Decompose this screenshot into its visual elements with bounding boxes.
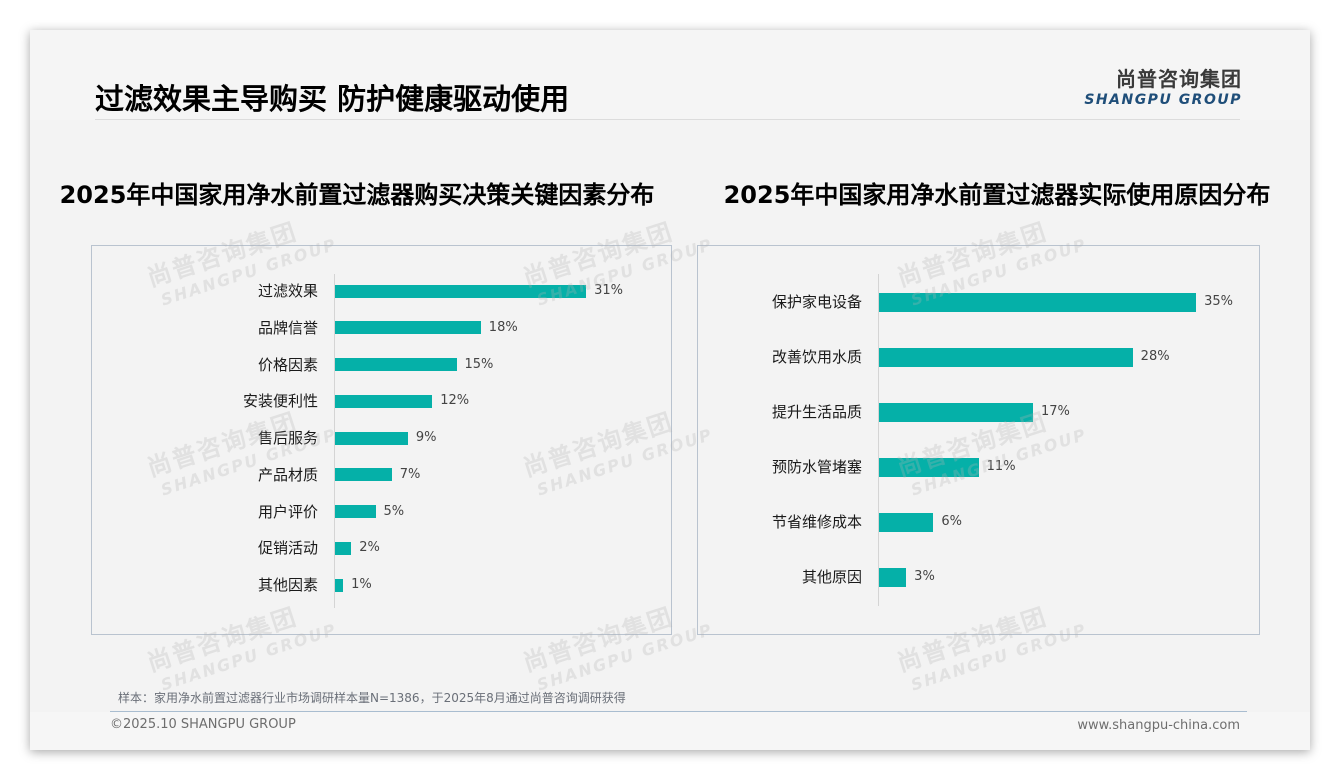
left-chart-title: 2025年中国家用净水前置过滤器购买决策关键因素分布 [59, 181, 655, 209]
category-label: 安装便利性 [242, 392, 318, 411]
bar [335, 394, 433, 408]
category-label: 用户评价 [257, 502, 318, 521]
value-label: 3% [914, 569, 935, 584]
logo-en-text: SHANGPU GROUP [1084, 92, 1242, 108]
category-label: 预防水管堵塞 [771, 458, 862, 476]
bar [335, 358, 457, 371]
logo-cn-text: 尚普咨询集团 [1116, 67, 1242, 91]
category-label: 价格因素 [257, 355, 318, 374]
bar-row: 促销活动 [92, 538, 318, 558]
bar-row: 安装便利性 [92, 391, 318, 411]
value-label: 2% [359, 540, 380, 556]
bar [335, 431, 408, 445]
category-label: 促销活动 [257, 539, 318, 558]
sample-footnote: 样本：家用净水前置过滤器行业市场调研样本量N=1386，于2025年8月通过尚普… [118, 691, 626, 705]
category-label: 过滤效果 [257, 282, 318, 300]
value-label: 35% [1204, 294, 1233, 309]
bar [335, 321, 481, 335]
bar [879, 347, 1133, 367]
bar [879, 292, 1197, 312]
value-label: 28% [1140, 349, 1170, 364]
category-label: 保护家电设备 [771, 293, 862, 311]
footer-divider [110, 711, 1247, 712]
bar [879, 402, 1034, 422]
bar-row: 品牌信誉 [92, 318, 318, 338]
value-label: 1% [351, 577, 372, 592]
right-chart-axis [878, 274, 879, 606]
bar [335, 541, 352, 555]
bar-row: 价格因素 [92, 355, 318, 375]
bar [335, 284, 587, 298]
bar [335, 578, 344, 592]
bar-row: 用户评价 [92, 502, 318, 522]
right-chart-frame: 保护家电设备 35% 改善饮用水质 28% 提升生活品质 17% 预防水管堵塞 11% 节省维修… [697, 245, 1260, 635]
category-label: 其他原因 [801, 568, 862, 586]
category-label: 提升生活品质 [771, 403, 862, 421]
bar [879, 567, 907, 587]
left-chart-frame: 过滤效果 31% 品牌信誉 18% 价格因素 15% 安装便利性 12% 售后服务 9% 产品材质 7… [91, 245, 672, 635]
bar-row: 过滤效果 [92, 281, 318, 301]
website-url[interactable]: www.shangpu-china.com [1077, 718, 1240, 733]
category-label: 售后服务 [257, 429, 318, 447]
category-label: 品牌信誉 [257, 318, 318, 337]
value-label: 15% [464, 356, 494, 372]
bar-row: 预防水管堵塞 [698, 457, 862, 477]
value-label: 6% [941, 514, 962, 529]
bar-row: 改善饮用水质 [698, 347, 862, 367]
value-label: 17% [1041, 404, 1070, 419]
header-band [30, 30, 1310, 120]
value-label: 7% [399, 466, 421, 482]
footer-band [30, 712, 1310, 750]
right-chart-title: 2025年中国家用净水前置过滤器实际使用原因分布 [723, 181, 1271, 209]
bar-row: 节省维修成本 [698, 512, 862, 532]
category-label: 节省维修成本 [771, 513, 862, 531]
bar [879, 457, 979, 477]
value-label: 11% [986, 459, 1016, 474]
slide: 过滤效果主导购买 防护健康驱动使用 尚普咨询集团 SHANGPU GROUP 2… [30, 30, 1310, 750]
bar [335, 468, 392, 482]
bar-row: 其他原因 [698, 567, 862, 587]
bar-row: 提升生活品质 [698, 402, 862, 422]
value-label: 18% [488, 319, 518, 335]
bar [335, 505, 376, 518]
bar-row: 产品材质 [92, 465, 318, 485]
bar-row: 售后服务 [92, 428, 318, 448]
value-label: 31% [594, 283, 623, 298]
bar [879, 512, 934, 532]
left-chart-axis [334, 274, 335, 608]
value-label: 9% [415, 430, 437, 445]
header-divider [95, 119, 1240, 120]
category-label: 改善饮用水质 [771, 348, 862, 366]
category-label: 产品材质 [257, 465, 318, 484]
brand-logo: 尚普咨询集团 SHANGPU GROUP [1082, 63, 1242, 108]
page-title: 过滤效果主导购买 防护健康驱动使用 [95, 82, 570, 116]
copyright-text: ©2025.10 SHANGPU GROUP [110, 717, 296, 732]
bar-row: 保护家电设备 [698, 292, 862, 312]
bar-row: 其他因素 [92, 575, 318, 595]
category-label: 其他因素 [257, 576, 318, 594]
value-label: 5% [383, 503, 405, 519]
value-label: 12% [440, 393, 470, 409]
